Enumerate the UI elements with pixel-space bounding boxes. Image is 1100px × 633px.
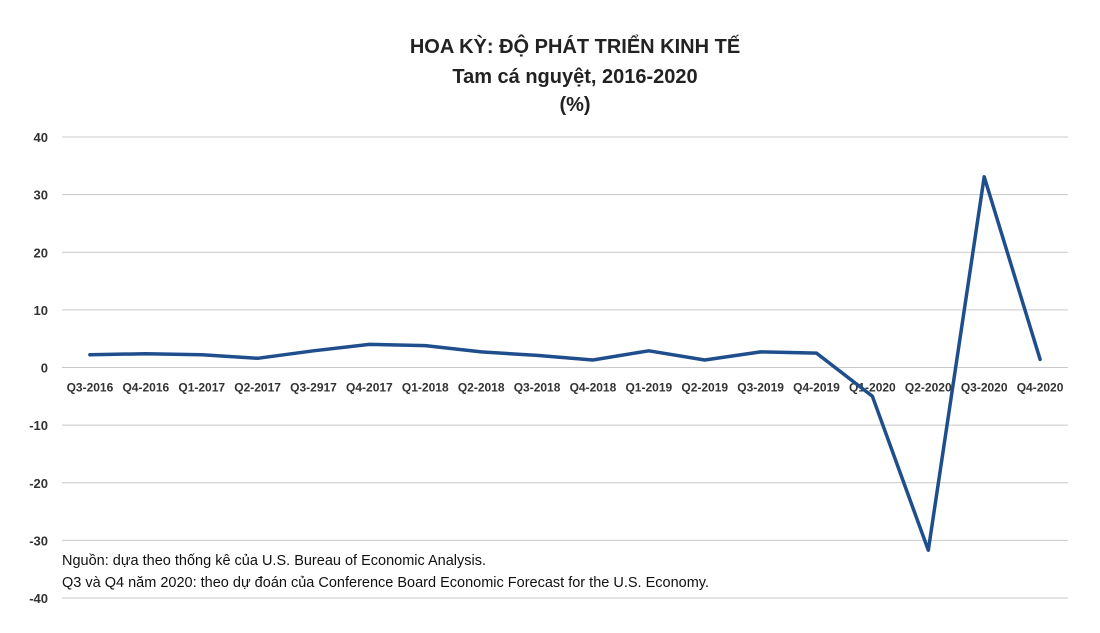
x-tick-label: Q1-2020 [849,381,896,395]
x-tick-label: Q2-2020 [905,381,952,395]
x-tick-label: Q3-2019 [737,381,784,395]
y-tick-label: -40 [29,591,48,606]
y-tick-label: 10 [34,303,48,318]
x-tick-label: Q4-2019 [793,381,840,395]
x-tick-label: Q4-2020 [1017,381,1064,395]
x-tick-label: Q4-2017 [346,381,393,395]
series-line [88,175,1042,552]
x-tick-label: Q3-2016 [67,381,114,395]
y-tick-label: -10 [29,418,48,433]
y-tick-label: 30 [34,188,48,203]
chart-title: HOA KỲ: ĐỘ PHÁT TRIỂN KINH TẾ [409,36,741,58]
x-tick-label: Q3-2917 [290,381,337,395]
y-tick-label: -20 [29,476,48,491]
x-tick-label: Q2-2018 [458,381,505,395]
y-tick-label: 0 [41,361,48,376]
x-tick-label: Q4-2018 [570,381,617,395]
chart-subtitle: Tam cá nguyệt, 2016-2020 [452,66,698,88]
x-tick-label: Q1-2019 [625,381,672,395]
x-tick-label: Q2-2019 [681,381,728,395]
x-tick-label: Q3-2020 [961,381,1008,395]
y-tick-label: -30 [29,533,48,548]
source-note: Nguồn: dựa theo thống kê của U.S. Bureau… [62,553,487,569]
x-tick-label: Q2-2017 [234,381,281,395]
forecast-note: Q3 và Q4 năm 2020: theo dự đoán của Conf… [62,575,709,591]
y-tick-label: 40 [34,130,48,145]
x-tick-label: Q4-2016 [122,381,169,395]
chart-unit: (%) [559,94,591,116]
x-tick-label: Q1-2018 [402,381,449,395]
y-tick-label: 20 [34,245,48,260]
x-tick-label: Q3-2018 [514,381,561,395]
x-tick-label: Q1-2017 [178,381,225,395]
